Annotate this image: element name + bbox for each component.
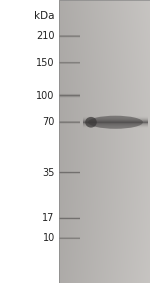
Text: 210: 210 <box>36 31 55 41</box>
Text: kDa: kDa <box>34 10 55 21</box>
Ellipse shape <box>88 116 143 129</box>
Text: 10: 10 <box>42 233 55 243</box>
Ellipse shape <box>85 117 97 128</box>
Text: 17: 17 <box>42 213 55 224</box>
Text: 35: 35 <box>42 168 55 178</box>
Bar <box>59 0 150 283</box>
Text: 100: 100 <box>36 91 55 101</box>
Text: 70: 70 <box>42 117 55 127</box>
Text: 150: 150 <box>36 58 55 68</box>
